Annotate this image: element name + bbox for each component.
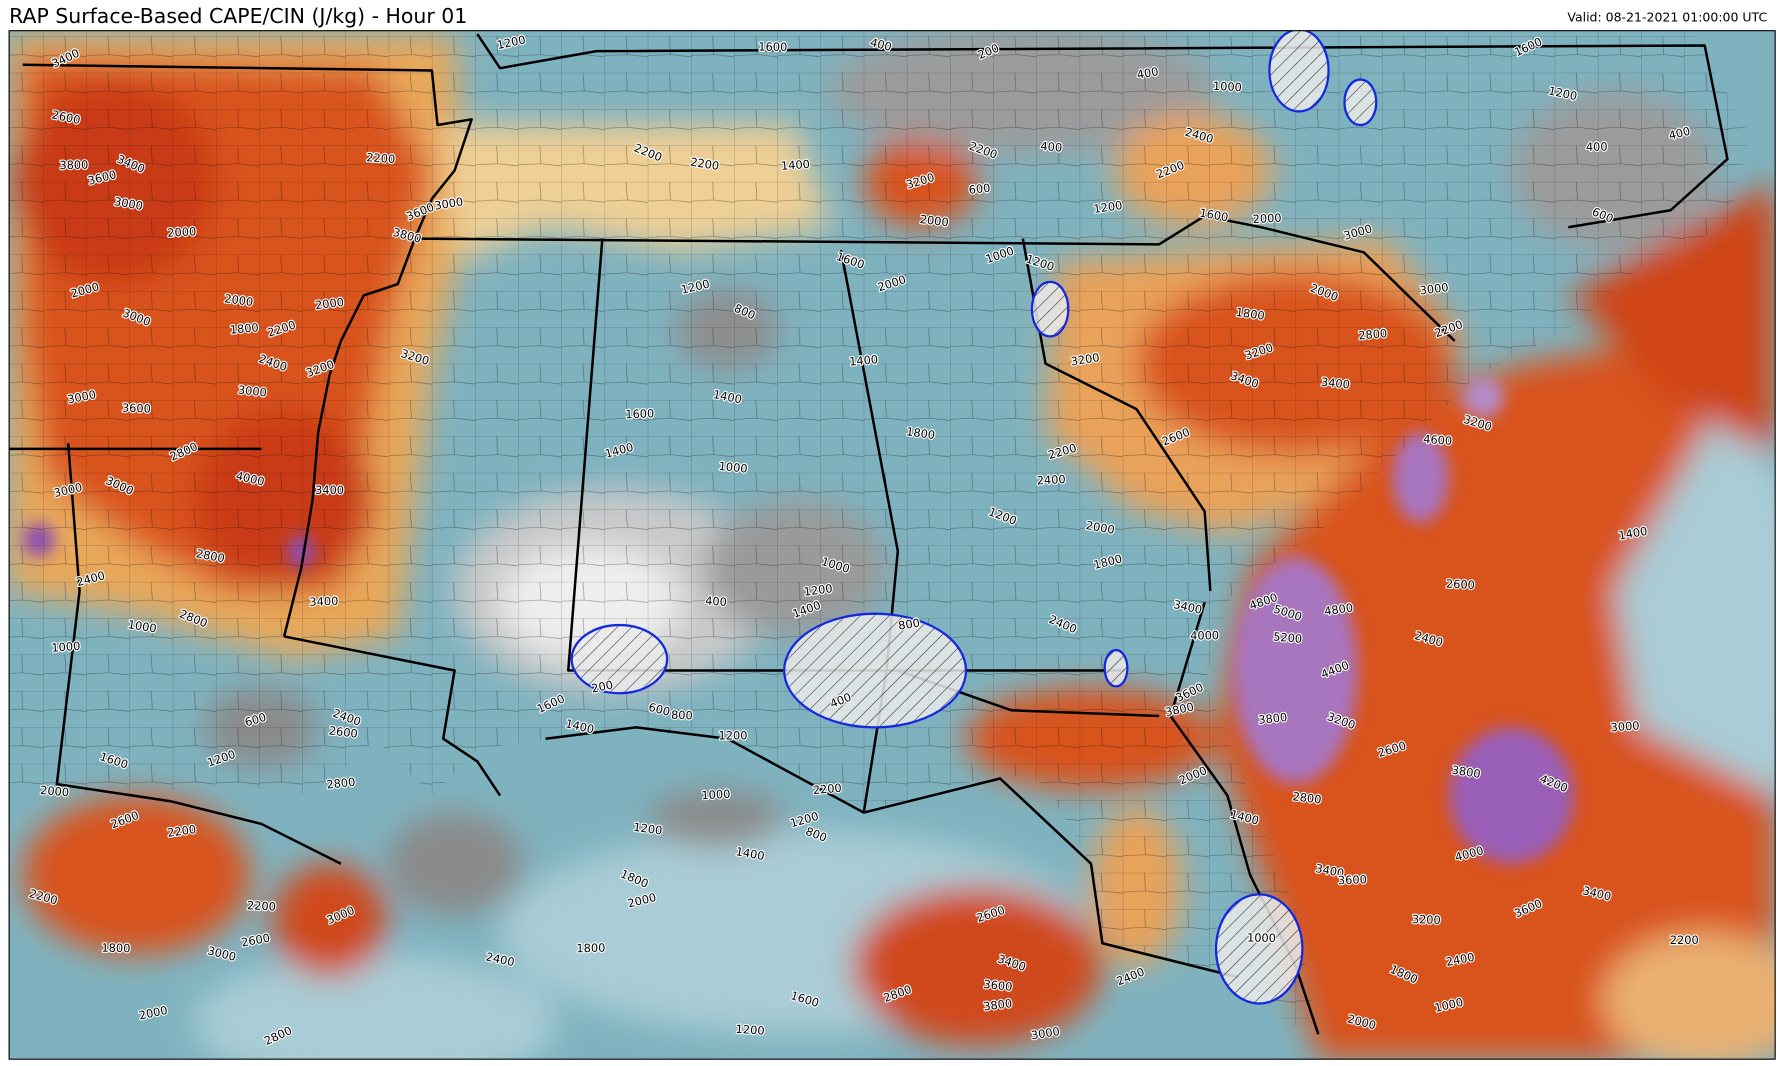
contour-label: 1200	[719, 728, 748, 742]
contour-label: 1200	[1093, 198, 1124, 216]
contour-label: 2000	[314, 295, 344, 312]
contour-label: 2600	[328, 723, 358, 740]
contour-label: 2400	[1036, 472, 1066, 487]
contour-label: 2200	[1670, 933, 1699, 947]
contour-label: 1200	[633, 820, 664, 838]
contour-label: 2600	[1446, 577, 1476, 592]
contour-label: 3800	[1451, 763, 1482, 781]
cin-contours	[570, 30, 1378, 1005]
contour-label: 3000	[1419, 280, 1449, 297]
contour-label: 2200	[366, 150, 396, 166]
contour-label: 1000	[127, 617, 158, 635]
contour-label: 1600	[758, 39, 787, 54]
contour-label: 1000	[718, 459, 748, 476]
contour-label: 1800	[229, 320, 259, 336]
contour-label: 3600	[1338, 872, 1367, 887]
contour-label: 600	[647, 700, 672, 719]
contour-label: 3000	[1030, 1024, 1061, 1042]
contour-label: 2600	[51, 107, 82, 127]
contour-label: 2200	[247, 898, 277, 913]
contour-label: 2000	[138, 1003, 169, 1023]
contour-label: 1400	[849, 352, 879, 368]
contour-label: 2000	[167, 224, 197, 239]
cape-field: 3400260038003600340030002000200030002000…	[9, 30, 1776, 1060]
contour-label: 1800	[576, 941, 605, 956]
contour-label: 2200	[689, 155, 720, 173]
map-frame	[8, 30, 1776, 1060]
contour-label: 2400	[1445, 950, 1476, 969]
contour-label: 3400	[315, 483, 344, 497]
contour-label: 200	[590, 678, 614, 696]
contour-label: 2800	[1292, 789, 1322, 806]
contour-label: 1000	[1213, 79, 1243, 94]
contour-label: 1400	[1617, 524, 1648, 543]
contour-label: 5200	[1273, 629, 1303, 645]
contour-label: 3000	[66, 387, 97, 406]
contour-label: 2000	[1252, 211, 1282, 226]
contour-label: 2000	[919, 212, 949, 229]
contour-label: 3400	[1320, 375, 1350, 392]
valid-time: Valid: 08-21-2021 01:00:00 UTC	[1567, 10, 1767, 25]
contour-label: 3600	[983, 977, 1013, 994]
contour-label: 3200	[1412, 912, 1441, 927]
contour-label: 800	[671, 708, 693, 723]
contour-label: 3600	[122, 401, 151, 416]
contour-label: 2200	[812, 781, 842, 797]
contour-label: 1400	[781, 157, 811, 173]
contour-label: 2800	[1358, 326, 1388, 342]
contour-label: 400	[705, 594, 728, 609]
contour-label: 2600	[240, 931, 271, 950]
contour-label: 3000	[1610, 718, 1640, 734]
contour-label: 2000	[40, 783, 70, 799]
contour-label: 3000	[433, 194, 464, 212]
contour-label: 1000	[701, 787, 731, 802]
state-borders	[9, 33, 1729, 1035]
contour-label: 1000	[51, 639, 81, 655]
contour-label: 3400	[309, 594, 338, 609]
contour-label: 2000	[1085, 518, 1116, 537]
contour-label: 3800	[982, 996, 1012, 1013]
contour-label: 3800	[59, 158, 88, 173]
contour-label: 400	[1586, 140, 1608, 154]
contour-label: 400	[1136, 64, 1160, 82]
contour-label: 1200	[735, 1022, 765, 1038]
contour-label: 1000	[1247, 930, 1276, 945]
contour-label: 2000	[224, 291, 255, 309]
contour-label: 1400	[735, 844, 766, 863]
contour-label: 3800	[1258, 710, 1288, 727]
contour-label: 4800	[1323, 600, 1354, 618]
contour-label: 1800	[101, 941, 130, 956]
contour-label: 4600	[1423, 432, 1453, 448]
map-title: RAP Surface-Based CAPE/CIN (J/kg) - Hour…	[9, 4, 467, 28]
contour-label: 3200	[1070, 350, 1101, 368]
contour-label: 400	[869, 35, 893, 54]
contour-label: 3000	[113, 194, 144, 213]
contour-label: 400	[1667, 124, 1691, 143]
contour-label: 400	[1040, 139, 1063, 155]
contour-label: 800	[897, 615, 921, 632]
contour-label: 1200	[803, 581, 833, 598]
contour-label: 3000	[237, 383, 267, 400]
contour-label: 1800	[905, 424, 936, 442]
contour-label: 4000	[1190, 628, 1219, 643]
contour-label: 3400	[1314, 861, 1345, 880]
contour-label: 1600	[625, 406, 654, 421]
contour-label: 2800	[326, 775, 356, 792]
contour-label: 1800	[1235, 305, 1266, 323]
contour-label: 1600	[1198, 206, 1229, 225]
contour-label: 2200	[166, 822, 197, 840]
contour-label: 1400	[712, 387, 743, 406]
contour-label: 2800	[195, 546, 226, 565]
contour-label: 600	[968, 181, 991, 197]
